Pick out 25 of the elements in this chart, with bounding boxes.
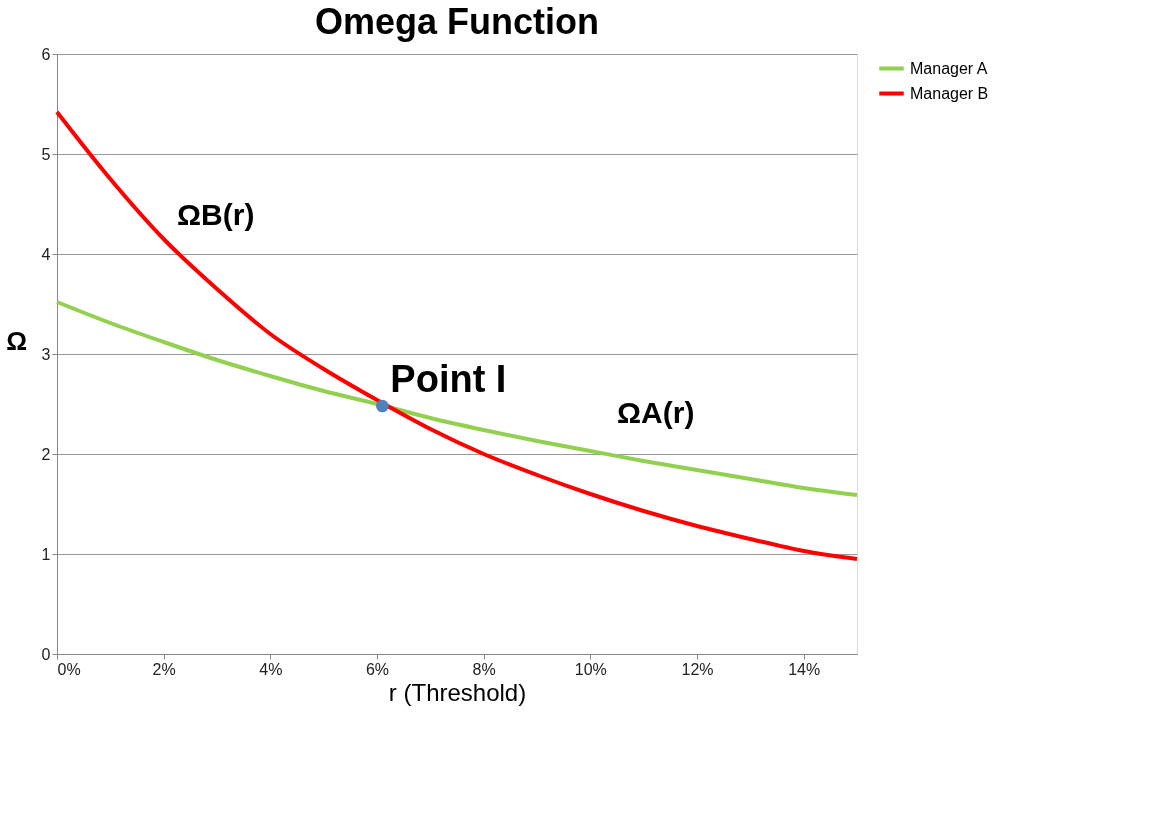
legend-label: Manager B — [910, 84, 989, 102]
annotation: ΩA(r) — [617, 396, 695, 429]
x-tick-label: 8% — [472, 660, 496, 678]
x-tick-label: 10% — [574, 660, 607, 678]
x-tick-label: 0% — [57, 660, 81, 678]
x-tick-label: 14% — [788, 660, 821, 678]
annotation: Point I — [390, 358, 507, 400]
y-tick-label: 6 — [41, 45, 51, 63]
x-tick-label: 6% — [365, 660, 390, 678]
y-tick-label: 5 — [41, 145, 51, 163]
y-tick-label: 1 — [41, 545, 51, 563]
x-tick-label: 4% — [259, 660, 283, 678]
x-axis-title: r (Threshold) — [388, 678, 527, 706]
y-tick-label: 0 — [41, 645, 51, 663]
y-tick-label: 2 — [41, 445, 51, 463]
y-tick-label: 4 — [41, 245, 51, 263]
x-tick-label: 2% — [152, 660, 176, 678]
y-axis-title: Ω — [6, 325, 28, 356]
line-series — [55, 110, 859, 561]
x-tick-label: 12% — [681, 660, 714, 678]
y-tick-label: 3 — [41, 345, 51, 363]
legend-label: Manager A — [910, 59, 988, 77]
chart-title: Omega Function — [314, 1, 600, 42]
line-series — [55, 300, 859, 497]
annotation: ΩB(r) — [177, 198, 255, 231]
